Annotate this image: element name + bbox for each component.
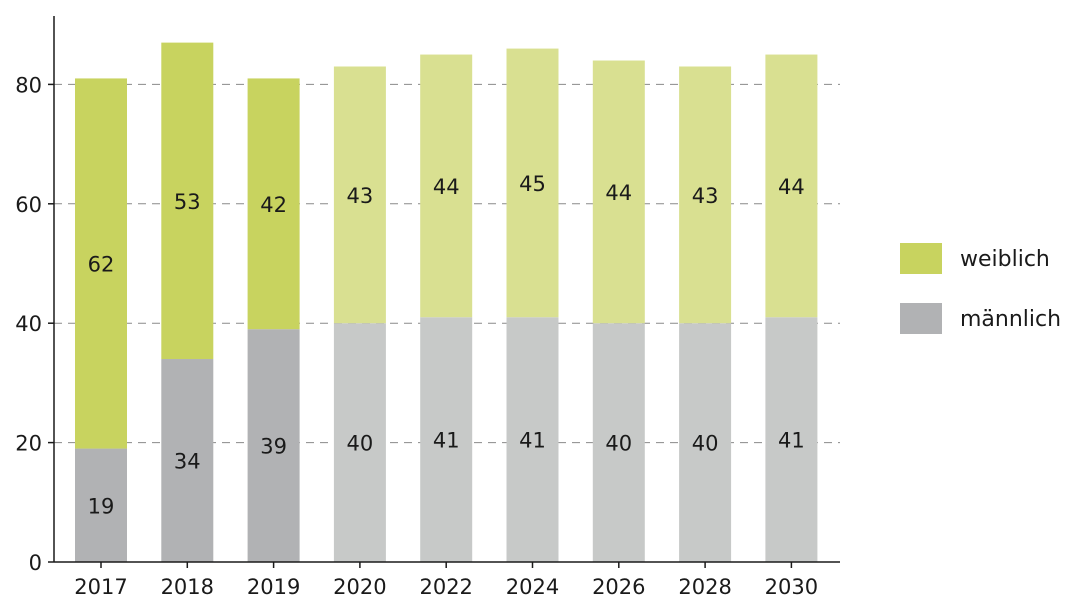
bar-segment bbox=[247, 329, 300, 562]
data-label: 41 bbox=[519, 429, 546, 453]
legend-label: weiblich bbox=[960, 247, 1050, 272]
bar-segment bbox=[506, 317, 559, 562]
bars bbox=[75, 42, 818, 562]
x-tick-label: 2018 bbox=[161, 575, 214, 596]
bar-segment bbox=[506, 48, 559, 318]
legend: weiblich männlich bbox=[900, 243, 1061, 334]
x-tick-label: 2024 bbox=[506, 575, 559, 596]
bar-segment bbox=[592, 323, 645, 562]
bar-segment bbox=[765, 54, 818, 318]
data-label: 62 bbox=[88, 253, 115, 277]
labels: 19 62 2017 34 53 2018 39 42 2019 40 43 2020 41 44 2022… bbox=[15, 73, 818, 599]
data-label: 42 bbox=[260, 193, 287, 217]
x-tick-label: 2019 bbox=[247, 575, 300, 596]
x-tick-label: 2017 bbox=[74, 575, 127, 596]
data-label: 39 bbox=[260, 435, 287, 459]
data-label: 45 bbox=[519, 172, 546, 196]
legend-swatch bbox=[900, 303, 942, 334]
x-tick-label: 2028 bbox=[678, 575, 731, 596]
bar-segment bbox=[161, 359, 214, 562]
data-label: 43 bbox=[692, 184, 719, 208]
bar-segment bbox=[333, 66, 386, 324]
bar-segment bbox=[75, 78, 127, 449]
axes bbox=[48, 16, 840, 568]
data-label: 40 bbox=[605, 432, 632, 456]
data-label: 41 bbox=[433, 429, 460, 453]
x-tick-label: 2022 bbox=[419, 575, 472, 596]
data-label: 44 bbox=[433, 175, 460, 199]
bar-segment bbox=[679, 323, 732, 562]
y-tick-label: 20 bbox=[15, 432, 42, 456]
bar-segment bbox=[420, 317, 473, 562]
bar-segment bbox=[333, 323, 386, 562]
bar-segment bbox=[75, 448, 127, 562]
bar-segment bbox=[247, 78, 300, 330]
y-tick-label: 80 bbox=[15, 73, 42, 97]
data-label: 53 bbox=[174, 190, 201, 214]
y-tick-label: 40 bbox=[15, 312, 42, 336]
x-tick-label: 2030 bbox=[765, 575, 818, 596]
data-label: 34 bbox=[174, 450, 201, 474]
bar-segment bbox=[161, 42, 214, 360]
data-label: 40 bbox=[347, 432, 374, 456]
y-tick-label: 0 bbox=[29, 551, 42, 575]
bar-segment bbox=[592, 60, 645, 324]
data-label: 19 bbox=[88, 494, 115, 518]
bar-segment bbox=[679, 66, 732, 324]
data-label: 44 bbox=[605, 181, 632, 205]
data-label: 40 bbox=[692, 432, 719, 456]
data-label: 43 bbox=[347, 184, 374, 208]
bar-segment bbox=[420, 54, 473, 318]
x-tick-label: 2020 bbox=[333, 575, 386, 596]
bar-segment bbox=[765, 317, 818, 562]
y-tick-label: 60 bbox=[15, 193, 42, 217]
legend-swatch bbox=[900, 243, 942, 274]
legend-label: männlich bbox=[960, 307, 1061, 332]
x-tick-label: 2026 bbox=[592, 575, 645, 596]
data-label: 44 bbox=[778, 175, 805, 199]
data-label: 41 bbox=[778, 429, 805, 453]
